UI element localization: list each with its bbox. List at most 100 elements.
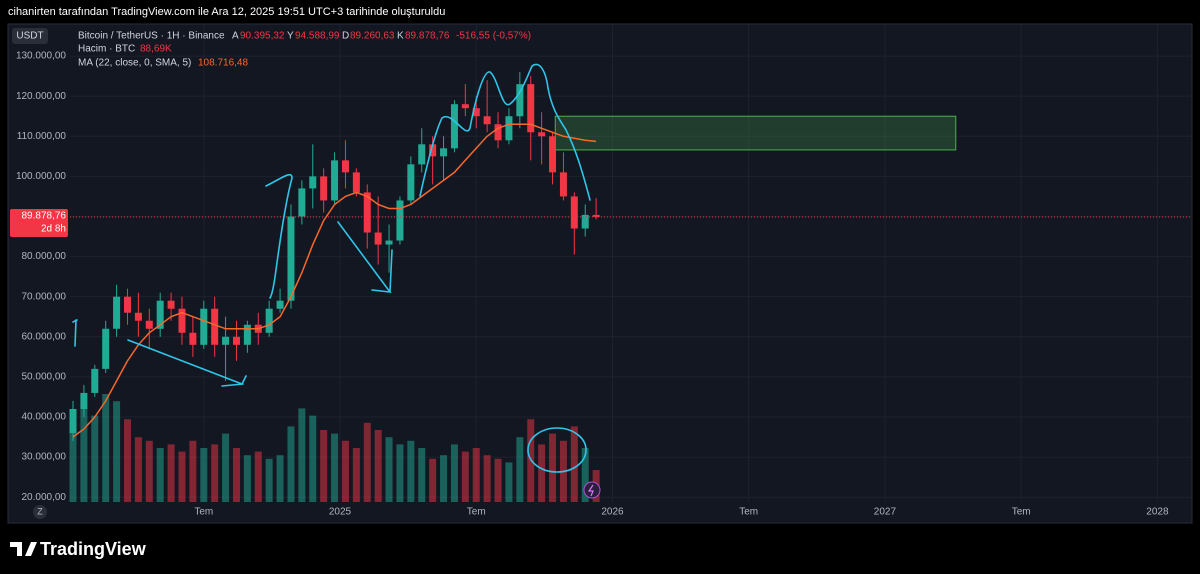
legend-volume-name: Hacim · BTC — [78, 44, 135, 55]
volume-bar — [483, 455, 491, 502]
candle-body — [243, 324, 251, 345]
x-tick-label: 2026 — [601, 507, 624, 518]
drawing — [337, 221, 393, 293]
ohlc-value: 89.878,76 — [405, 31, 450, 42]
candle-body — [276, 300, 284, 309]
volume-bar — [341, 440, 349, 502]
drawing — [265, 173, 293, 299]
legend-ma-value: 108.716,48 — [198, 58, 248, 69]
volume-bar — [320, 430, 328, 502]
volume-bar — [461, 451, 469, 502]
header: cihanirten tarafından TradingView.com il… — [8, 6, 445, 18]
candle-body — [298, 188, 306, 217]
candle-body — [527, 84, 535, 133]
symbol-button-label[interactable]: USDT — [16, 31, 43, 42]
candle-body — [352, 172, 360, 193]
volume-bar — [450, 444, 458, 502]
z-button-label[interactable]: Z — [37, 506, 43, 516]
volume-bar — [396, 444, 404, 502]
x-tick-label: 2027 — [874, 507, 897, 518]
zone — [554, 115, 957, 151]
candle-body — [570, 196, 578, 229]
candle-body — [505, 116, 513, 141]
candle-body — [341, 160, 349, 173]
candle-body — [516, 84, 524, 117]
y-tick-label: 70.000,00 — [22, 291, 67, 302]
symbol-button[interactable] — [12, 28, 48, 44]
volume-bar — [538, 444, 546, 502]
y-tick-label: 40.000,00 — [22, 412, 67, 423]
volume-bar — [178, 451, 186, 502]
volume-bar — [570, 426, 578, 502]
candle-body — [559, 172, 567, 197]
volume-bar — [80, 408, 88, 502]
chart-panel — [7, 23, 1193, 524]
y-tick-label: 60.000,00 — [22, 331, 67, 342]
volume-bar — [189, 440, 197, 502]
candle-body — [396, 200, 404, 241]
volume-bar — [418, 448, 426, 502]
y-tick-label: 120.000,00 — [16, 91, 66, 102]
volume-bar — [581, 448, 589, 502]
candle-body — [91, 368, 99, 393]
alert-icon[interactable] — [583, 481, 601, 499]
ohlc-value: 94.588,99 — [295, 31, 340, 42]
volume-bar — [298, 408, 306, 502]
candle-body — [102, 328, 110, 369]
candle-body — [549, 136, 557, 173]
y-tick-label: 50.000,00 — [22, 372, 67, 383]
volume-bar — [200, 448, 208, 502]
ohlc-letter: K — [397, 31, 404, 42]
candle-body — [222, 336, 230, 345]
legend-title: Bitcoin / TetherUS · 1H · Binance — [78, 31, 225, 42]
volume-bar — [167, 444, 175, 502]
ohlc-letter: Y — [287, 31, 294, 42]
candle-body — [483, 116, 491, 125]
volume-bar — [352, 448, 360, 502]
candle-body — [167, 300, 175, 309]
volume-bar — [494, 458, 502, 502]
volume-bar — [265, 458, 273, 502]
y-tick-label: 100.000,00 — [16, 171, 66, 182]
candle-body — [440, 148, 448, 157]
y-tick-label: 20.000,00 — [22, 492, 67, 503]
ohlc-value: 90.395,32 — [240, 31, 285, 42]
volume-bar — [243, 455, 251, 502]
volume-bar — [363, 422, 371, 502]
candle-body — [407, 164, 415, 201]
volume-bar — [429, 458, 437, 502]
volume-bar — [102, 394, 110, 502]
candle-body — [320, 176, 328, 201]
candle-body — [189, 332, 197, 345]
volume-bar — [440, 455, 448, 502]
candle-body — [178, 308, 186, 333]
volume-bar — [211, 444, 219, 502]
ohlc-value: 89.260,63 — [350, 31, 395, 42]
volume-bar — [113, 401, 121, 502]
candle-body — [211, 308, 219, 345]
candle-body — [156, 300, 164, 329]
candle-body — [429, 144, 437, 157]
candle-body — [461, 104, 469, 109]
volume-bar — [276, 455, 284, 502]
legend-volume-value: 88,69K — [140, 44, 172, 55]
legend-change: -516,55 (-0,57%) — [456, 31, 531, 42]
x-tick-label: Tem — [1012, 507, 1031, 518]
volume-bar — [374, 430, 382, 502]
candle-body — [80, 392, 88, 409]
candle-body — [331, 160, 339, 201]
volume-bar — [232, 448, 240, 502]
ohlc-letter: A — [232, 31, 239, 42]
candle-body — [494, 124, 502, 141]
x-tick-label: 2025 — [329, 507, 352, 518]
z-button[interactable] — [33, 505, 47, 519]
drawing — [72, 319, 78, 347]
candle-body — [363, 192, 371, 233]
x-tick-label: Tem — [467, 507, 486, 518]
volume-bar — [505, 462, 513, 502]
candle-body — [374, 232, 382, 245]
candle-body — [123, 296, 131, 313]
ohlc-letter: D — [342, 31, 349, 42]
candle-body — [309, 176, 317, 189]
